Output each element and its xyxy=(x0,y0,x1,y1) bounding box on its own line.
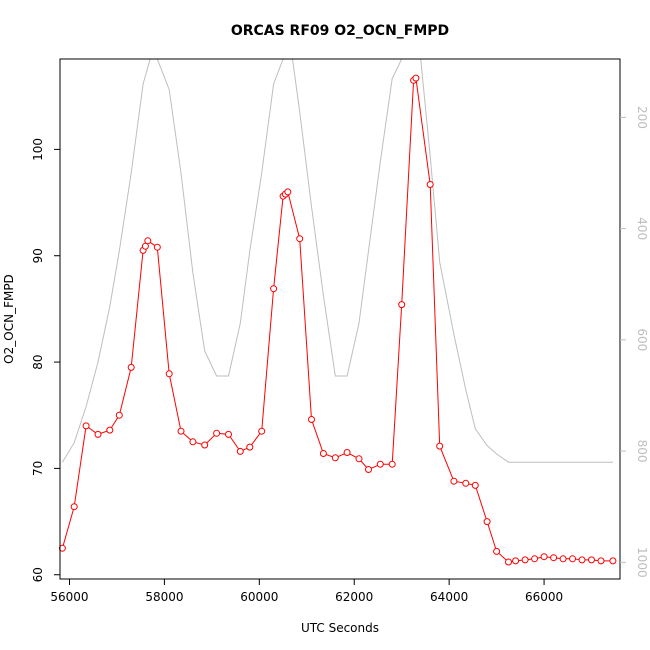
data-point xyxy=(94,430,102,438)
data-point xyxy=(355,455,363,463)
data-point xyxy=(258,427,266,435)
x-axis-label: UTC Seconds xyxy=(301,621,379,635)
data-point xyxy=(493,547,501,555)
data-point xyxy=(588,556,595,564)
secondary-series-layer xyxy=(61,58,613,463)
data-point xyxy=(189,438,197,446)
data-point xyxy=(127,363,135,371)
x-tick-label: 58000 xyxy=(145,590,183,604)
y2-tick-label: 200 xyxy=(635,106,649,129)
data-point xyxy=(144,237,152,245)
data-point xyxy=(284,188,292,196)
data-point xyxy=(609,557,617,565)
data-point xyxy=(246,443,254,451)
data-point xyxy=(505,558,512,566)
y2-tick-label: 800 xyxy=(635,440,649,463)
data-point xyxy=(225,430,232,438)
data-point xyxy=(521,556,529,564)
y-axis: 60 70 80 90 100 xyxy=(31,138,60,582)
x-tick-label: 60000 xyxy=(240,590,278,604)
data-point xyxy=(236,447,244,455)
data-point xyxy=(270,285,278,293)
data-point xyxy=(462,479,470,487)
data-point xyxy=(540,553,548,561)
data-point xyxy=(597,557,605,565)
data-point xyxy=(436,442,444,450)
data-point xyxy=(115,411,123,419)
y2-tick-label: 400 xyxy=(635,217,649,240)
data-point xyxy=(512,557,520,565)
data-point xyxy=(531,555,539,563)
x-tick-label: 64000 xyxy=(430,590,468,604)
plot-frame xyxy=(59,58,621,580)
data-point xyxy=(365,466,372,473)
y2-tick-label: 600 xyxy=(635,328,649,351)
y-tick-label: 60 xyxy=(31,567,45,582)
data-point xyxy=(483,518,491,526)
secondary-y-axis: 200 400 600 800 1000 xyxy=(620,106,649,578)
x-axis: 56000 58000 60000 62000 64000 66000 xyxy=(50,579,563,604)
data-point xyxy=(471,481,479,489)
y-tick-label: 70 xyxy=(31,461,45,476)
y-tick-label: 80 xyxy=(31,354,45,369)
data-point xyxy=(376,460,384,468)
data-point xyxy=(213,429,221,437)
data-point xyxy=(559,555,567,563)
data-point xyxy=(70,503,78,511)
data-point xyxy=(450,477,458,485)
data-point xyxy=(165,370,173,378)
data-point xyxy=(308,416,315,423)
x-tick-label: 62000 xyxy=(335,590,373,604)
data-point xyxy=(569,555,576,563)
chart-title: ORCAS RF09 O2_OCN_FMPD xyxy=(231,23,449,39)
data-point xyxy=(319,450,327,457)
data-point xyxy=(426,181,434,188)
data-point xyxy=(177,427,185,435)
data-point xyxy=(106,426,114,434)
primary-series-line xyxy=(61,77,613,563)
data-point xyxy=(550,554,558,562)
y-axis-label: O2_OCN_FMPD xyxy=(2,274,16,364)
data-point xyxy=(153,243,161,251)
data-point xyxy=(343,449,351,456)
y2-tick-label: 1000 xyxy=(635,547,649,578)
data-point xyxy=(412,74,420,82)
secondary-series-line xyxy=(61,58,613,463)
y-tick-label: 90 xyxy=(31,248,45,263)
y-tick-label: 100 xyxy=(31,138,45,161)
data-point xyxy=(388,460,396,468)
data-point xyxy=(82,422,90,430)
x-tick-label: 56000 xyxy=(50,590,88,604)
data-point xyxy=(201,441,209,449)
x-tick-label: 66000 xyxy=(525,590,563,604)
data-point xyxy=(578,556,586,564)
primary-series-layer xyxy=(61,77,613,563)
data-point xyxy=(331,454,339,462)
data-point xyxy=(296,235,304,243)
primary-marker-layer xyxy=(58,74,617,566)
data-point xyxy=(58,544,66,552)
data-point xyxy=(398,301,406,309)
